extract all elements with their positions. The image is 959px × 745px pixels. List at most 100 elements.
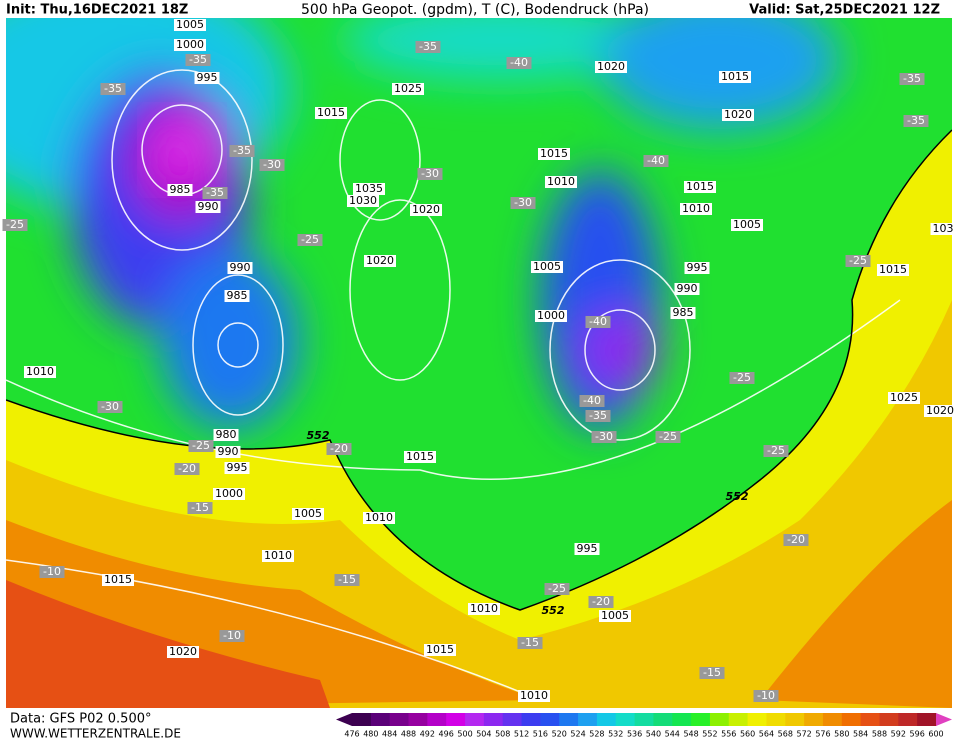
temperature-label-box (506, 57, 532, 69)
temperature-label: -40 (583, 394, 601, 407)
pressure-label: 1010 (26, 365, 54, 378)
temperature-label-box (655, 431, 681, 443)
temperature-label-box (100, 83, 126, 95)
pressure-label-box (877, 264, 909, 276)
temperature-label-box (517, 637, 543, 649)
temperature-label-box (174, 463, 200, 475)
pressure-label: 1020 (169, 645, 197, 658)
pressure-label-box (262, 550, 294, 562)
color-bin (502, 713, 523, 726)
temperature-label-box (334, 574, 360, 586)
pressure-label-box (599, 610, 631, 622)
pressure-label: 1005 (601, 609, 629, 622)
temperature-label-box (39, 566, 65, 578)
temperature-label-box (591, 431, 617, 443)
pressure-label: 1025 (890, 391, 918, 404)
pressure-label-box (292, 508, 324, 520)
scale-label: 480 (363, 730, 378, 739)
temperature-label: -25 (659, 430, 677, 443)
data-source: Data: GFS P02 0.500° (10, 712, 152, 727)
pressure-label: 990 (230, 261, 251, 274)
temperature-label: -25 (849, 254, 867, 267)
color-bin (691, 713, 711, 726)
color-bin (389, 713, 410, 726)
temperature-label-box (219, 630, 245, 642)
temperature-label-box (326, 443, 352, 455)
temperature-label: -25 (192, 439, 210, 452)
color-bin (898, 713, 918, 726)
scale-label: 496 (439, 730, 454, 739)
temperature-label: -10 (43, 565, 61, 578)
color-bin (578, 713, 598, 726)
pressure-label: 1000 (215, 487, 243, 500)
init-time: Init: Thu,16DEC2021 18Z (6, 3, 188, 18)
color-bin (483, 713, 504, 726)
pressure-label-box (545, 176, 577, 188)
temperature-label: -30 (101, 400, 119, 413)
pressure-label: 1015 (406, 450, 434, 463)
pressure-label-box (684, 262, 710, 274)
pressure-label: 1015 (104, 573, 132, 586)
pressure-label-box (404, 451, 436, 463)
pressure-label-box (670, 307, 696, 319)
pressure-label: 1020 (724, 108, 752, 121)
scale-label: 596 (910, 730, 925, 739)
pressure-label-box (174, 39, 206, 51)
pressure-label: 995 (687, 261, 708, 274)
pressure-label: 1015 (426, 643, 454, 656)
temperature-label: -20 (330, 442, 348, 455)
temperature-label-box (510, 197, 536, 209)
temperature-label: -25 (6, 218, 24, 231)
scale-label: 512 (514, 730, 529, 739)
pressure-label-box (24, 366, 56, 378)
pressure-label: 1015 (317, 106, 345, 119)
pressure-label-box (213, 488, 245, 500)
temperature-label: -35 (419, 40, 437, 53)
temperature-label-box (763, 445, 789, 457)
pressure-label: 1005 (533, 260, 561, 273)
temperature-label: -15 (191, 501, 209, 514)
scale-label: 576 (815, 730, 830, 739)
color-bin (352, 713, 372, 726)
temperature-label: -35 (104, 82, 122, 95)
color-bin (427, 713, 447, 726)
color-bin (747, 713, 767, 726)
temperature-label-box (2, 219, 28, 231)
pressure-label-box (719, 71, 751, 83)
scale-label: 556 (721, 730, 736, 739)
temperature-label: -20 (178, 462, 196, 475)
valid-time: Valid: Sat,25DEC2021 12Z (749, 3, 940, 18)
pressure-label: 1010 (365, 511, 393, 524)
temperature-label-box (579, 395, 605, 407)
pressure-label-box (888, 392, 920, 404)
pressure-label-box (224, 462, 250, 474)
color-bin (917, 713, 937, 726)
scale-label: 588 (872, 730, 887, 739)
color-bin (709, 713, 730, 726)
temperature-label-box (417, 168, 443, 180)
color-bin (785, 713, 805, 726)
scale-label: 504 (476, 730, 491, 739)
color-bin (841, 713, 862, 726)
pressure-label: 1005 (176, 18, 204, 31)
scale-label: 560 (740, 730, 755, 739)
temperature-label: -35 (903, 72, 921, 85)
pressure-label-box (167, 184, 193, 196)
contour-label: 552 (542, 604, 565, 617)
map-title: 500 hPa Geopot. (gpdm), T (C), Bodendruc… (301, 2, 649, 18)
color-bin (804, 713, 824, 726)
pressure-label: 985 (673, 306, 694, 319)
pressure-label: 980 (216, 428, 237, 441)
color-scale: 476 480 484 488 492 496 500 504 508 512 516 520 524 5… (336, 713, 952, 739)
scale-label: 508 (495, 730, 510, 739)
pressure-label-box (930, 223, 956, 235)
pressure-label-box (574, 543, 600, 555)
scale-label: 552 (702, 730, 717, 739)
temperature-label-box (643, 155, 669, 167)
color-bin (672, 713, 692, 726)
pressure-label-box (674, 283, 700, 295)
pressure-label-box (518, 690, 550, 702)
color-bin (446, 713, 466, 726)
color-bin (465, 713, 485, 726)
